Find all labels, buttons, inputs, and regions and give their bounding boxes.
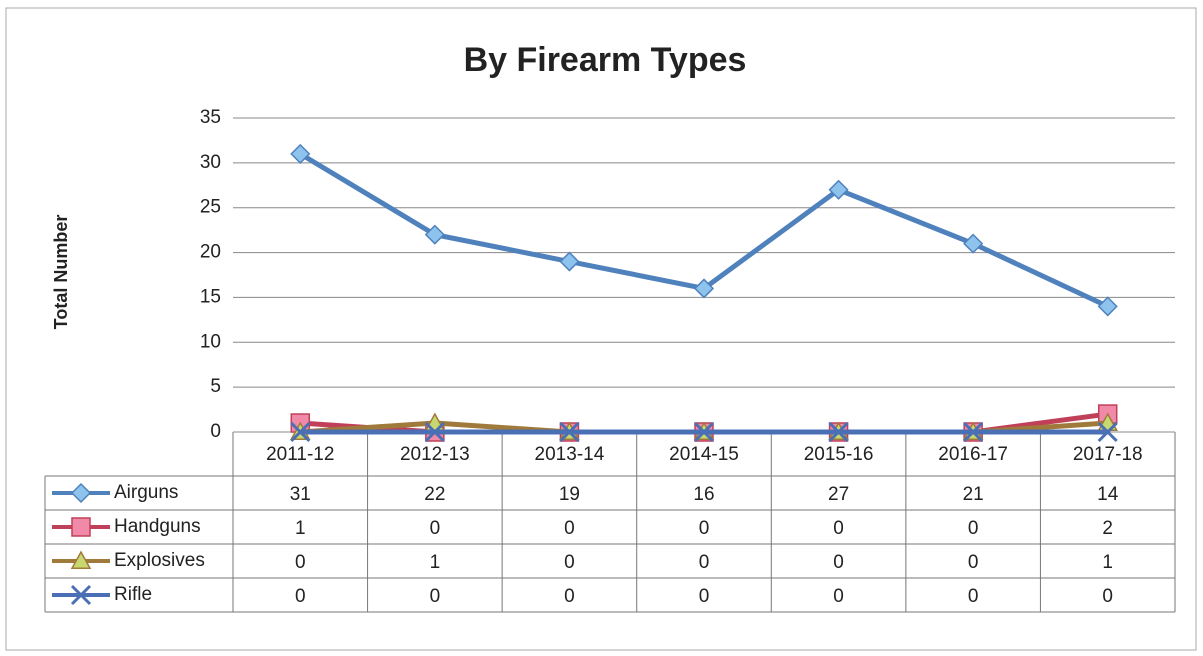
x-tick-label: 2017-18 — [1073, 444, 1143, 465]
data-point — [559, 251, 580, 272]
x-tick-label: 2014-15 — [669, 444, 739, 465]
data-point — [963, 421, 984, 443]
table-value: 16 — [693, 484, 714, 505]
data-point — [828, 179, 849, 200]
y-tick-label: 5 — [210, 376, 221, 397]
data-point — [1097, 421, 1118, 443]
table-value: 19 — [559, 484, 580, 505]
table-value: 1 — [1102, 552, 1113, 573]
legend-marker — [70, 584, 92, 606]
table-value: 1 — [295, 518, 306, 539]
table-value: 0 — [699, 552, 710, 573]
x-tick-label: 2015-16 — [804, 444, 874, 465]
y-tick-label: 25 — [200, 197, 221, 218]
legend-label: Airguns — [114, 482, 178, 503]
table-value: 0 — [968, 586, 979, 607]
table-value: 0 — [564, 518, 575, 539]
table-value: 0 — [564, 552, 575, 573]
x-tick-label: 2012-13 — [400, 444, 470, 465]
data-point — [424, 224, 445, 245]
legend-marker — [70, 482, 92, 504]
table-value: 0 — [295, 552, 306, 573]
table-value: 0 — [833, 586, 844, 607]
y-tick-label: 35 — [200, 107, 221, 128]
data-point — [424, 421, 445, 443]
data-point — [693, 278, 715, 299]
table-value: 0 — [833, 518, 844, 539]
table-value: 21 — [963, 484, 984, 505]
data-point — [1097, 296, 1118, 317]
table-value: 0 — [968, 552, 979, 573]
data-point — [693, 421, 715, 443]
data-point — [559, 421, 580, 443]
table-value: 0 — [295, 586, 306, 607]
legend-label: Handguns — [114, 516, 201, 537]
legend-marker — [71, 517, 91, 537]
table-value: 2 — [1102, 518, 1113, 539]
data-point — [828, 421, 849, 443]
y-tick-label: 20 — [200, 242, 221, 263]
chart-frame — [5, 7, 1197, 651]
legend-label: Rifle — [114, 584, 152, 605]
table-value: 22 — [424, 484, 445, 505]
table-value: 31 — [290, 484, 311, 505]
data-point — [963, 233, 984, 254]
legend-marker — [70, 550, 92, 569]
data-point — [290, 421, 311, 443]
x-tick-label: 2016-17 — [938, 444, 1008, 465]
table-value: 0 — [564, 586, 575, 607]
chart-title: By Firearm Types — [464, 41, 747, 79]
x-tick-label: 2011-12 — [266, 444, 334, 465]
y-tick-label: 10 — [200, 331, 221, 352]
table-value: 0 — [1102, 586, 1113, 607]
legend-label: Explosives — [114, 550, 205, 571]
y-axis-label: Total Number — [51, 215, 71, 330]
table-value: 0 — [699, 518, 710, 539]
table-value: 0 — [833, 552, 844, 573]
table-value: 0 — [968, 518, 979, 539]
table-value: 14 — [1097, 484, 1119, 505]
table-value: 1 — [430, 552, 441, 573]
data-point — [290, 143, 311, 164]
y-tick-label: 30 — [200, 152, 221, 173]
table-value: 0 — [430, 518, 441, 539]
table-value: 0 — [430, 586, 441, 607]
y-tick-label: 15 — [200, 286, 221, 307]
table-value: 27 — [828, 484, 849, 505]
y-tick-label: 0 — [210, 421, 221, 442]
table-value: 0 — [699, 586, 710, 607]
x-tick-label: 2013-14 — [535, 444, 605, 465]
